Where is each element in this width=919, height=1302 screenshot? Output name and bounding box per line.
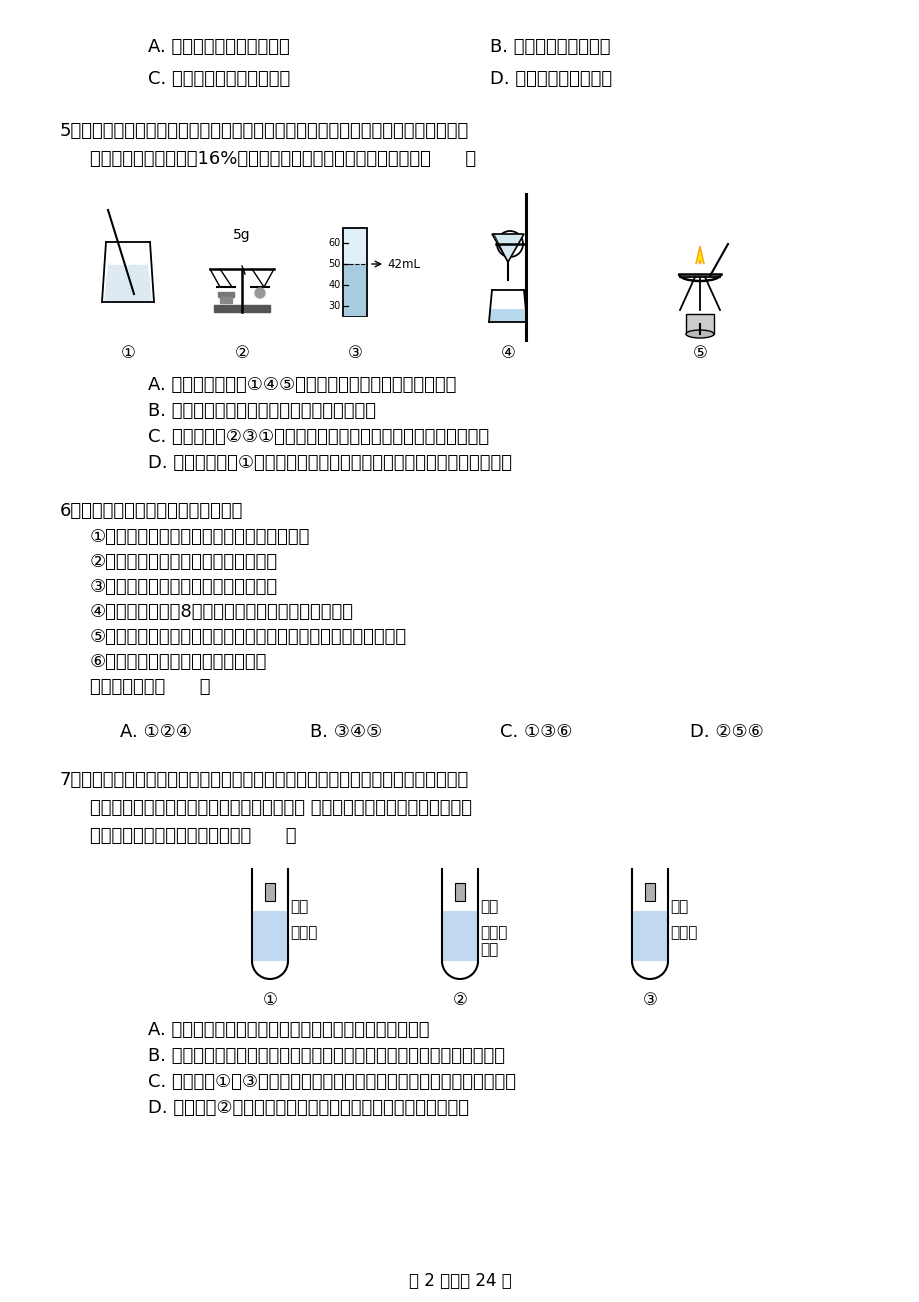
Text: ⑥纯净物一定是由同种分子构成的．: ⑥纯净物一定是由同种分子构成的． (90, 654, 267, 671)
Text: D. ②⑤⑥: D. ②⑤⑥ (689, 723, 763, 741)
Text: 稀盐酸: 稀盐酸 (669, 924, 697, 940)
Text: 42mL: 42mL (387, 258, 420, 271)
Text: 相同）。下列判断中，错误的是（      ）: 相同）。下列判断中，错误的是（ ） (90, 827, 296, 845)
Polygon shape (492, 234, 524, 262)
Text: 硝酸银
溶液: 硝酸银 溶液 (480, 924, 506, 957)
Text: 40: 40 (328, 280, 341, 290)
Text: 实验（其中金属均已打磨，且形状、大小相同 所用盐酸的溶质质量分数、用量也: 实验（其中金属均已打磨，且形状、大小相同 所用盐酸的溶质质量分数、用量也 (90, 799, 471, 816)
Text: ②: ② (234, 344, 249, 362)
Bar (490, 309, 526, 322)
Text: A. ①②④: A. ①②④ (119, 723, 192, 741)
Text: A. 逐步淘汰高耗水生产工艺: A. 逐步淘汰高耗水生产工艺 (148, 38, 289, 56)
Text: D. 加强对水资源的监测: D. 加强对水资源的监测 (490, 70, 611, 89)
Bar (343, 228, 367, 316)
Text: 稀盐酸: 稀盐酸 (289, 924, 317, 940)
Text: ①质子数相同的两种粒子一定属于同种元素；: ①质子数相同的两种粒子一定属于同种元素； (90, 529, 310, 546)
Polygon shape (696, 246, 703, 264)
Text: A. 通过上述三个实验，不能判断出四种金属的活动性顺序: A. 通过上述三个实验，不能判断出四种金属的活动性顺序 (148, 1021, 429, 1039)
Text: 第 2 页，共 24 页: 第 2 页，共 24 页 (408, 1272, 511, 1290)
Text: 6．某同学梳理并归纳了以下知识点：: 6．某同学梳理并归纳了以下知识点： (60, 503, 244, 519)
Text: 5．用如图操作可完成甲、乙两个实验．甲实验为粗盐中难溶性杂质的去除，乙实验为: 5．用如图操作可完成甲、乙两个实验．甲实验为粗盐中难溶性杂质的去除，乙实验为 (60, 122, 469, 141)
Text: ①: ① (120, 344, 135, 362)
Text: A. 甲实验的步骤是①④⑤，其中去除杂质的关键一步是蒸发: A. 甲实验的步骤是①④⑤，其中去除杂质的关键一步是蒸发 (148, 376, 456, 395)
Text: ③: ③ (347, 344, 362, 362)
Bar (686, 314, 713, 335)
Circle shape (255, 288, 265, 298)
Text: 50: 50 (328, 259, 341, 270)
Text: 7．某化学兴趣小组为探究铁、铜、锌、银的金属活动性顺序，设计了下图所示的三个: 7．某化学兴趣小组为探究铁、铜、锌、银的金属活动性顺序，设计了下图所示的三个 (60, 771, 469, 789)
Text: B. ③④⑤: B. ③④⑤ (310, 723, 381, 741)
Bar (344, 264, 366, 316)
Bar (443, 911, 476, 961)
Text: C. 通过实验①和③的反应剧烈程度，可以判断出铁和锌的金属活动性强弱: C. 通过实验①和③的反应剧烈程度，可以判断出铁和锌的金属活动性强弱 (148, 1073, 516, 1091)
Text: ②: ② (452, 991, 467, 1009)
Ellipse shape (686, 329, 713, 339)
Text: ③化学反应前后，元素种类一定不变；: ③化学反应前后，元素种类一定不变； (90, 578, 278, 596)
Bar (253, 911, 287, 961)
Bar (644, 883, 654, 901)
Text: ④最外层电子数为8的粒子不一定是稀有气体的原子；: ④最外层电子数为8的粒子不一定是稀有气体的原子； (90, 603, 354, 621)
Text: D. 通过实验②的反应现象，可以判断出铜和银的金属活动性强弱: D. 通过实验②的反应现象，可以判断出铜和银的金属活动性强弱 (148, 1099, 469, 1117)
Text: 铁片: 铁片 (289, 898, 308, 914)
Bar (218, 292, 233, 297)
Text: 配制溶质的质量分数为16%的氯化钠溶液．下列说法中，正确的是（      ）: 配制溶质的质量分数为16%的氯化钠溶液．下列说法中，正确的是（ ） (90, 150, 476, 168)
Bar (214, 305, 269, 312)
Text: ③: ③ (641, 991, 657, 1009)
Text: ②过氧化氢是由氢分子和氧分子构成；: ②过氧化氢是由氢分子和氧分子构成； (90, 553, 278, 572)
Text: 30: 30 (328, 301, 341, 311)
Text: ④: ④ (500, 344, 515, 362)
Text: B. 甲实验各步操作中的玻璃棒都是用来搅拌的: B. 甲实验各步操作中的玻璃棒都是用来搅拌的 (148, 402, 376, 421)
Text: ⑤: ⑤ (692, 344, 707, 362)
Text: 锌片: 锌片 (669, 898, 687, 914)
Text: 5g: 5g (233, 228, 251, 242)
Text: 60: 60 (328, 238, 341, 249)
Bar (632, 911, 666, 961)
Bar (265, 883, 275, 901)
Text: C. 生活污水集中处理后排放: C. 生活污水集中处理后排放 (148, 70, 289, 89)
Text: B. 农作物采用大水漫灌: B. 农作物采用大水漫灌 (490, 38, 610, 56)
Bar (220, 297, 232, 303)
Text: ①: ① (262, 991, 278, 1009)
Text: C. ①③⑥: C. ①③⑥ (499, 723, 572, 741)
Text: C. 乙实验按照②③①的步骤进行操作，会导致配制的溶液浓度偏小: C. 乙实验按照②③①的步骤进行操作，会导致配制的溶液浓度偏小 (148, 428, 489, 447)
Bar (455, 883, 464, 901)
Polygon shape (104, 264, 152, 302)
Text: 铜片: 铜片 (480, 898, 498, 914)
Polygon shape (698, 253, 701, 262)
Text: ⑤无论是吸入的空气还是呼出的气体中含量最多的气体都是氮气；: ⑤无论是吸入的空气还是呼出的气体中含量最多的气体都是氮气； (90, 628, 407, 646)
Text: 其中正确的是（      ）: 其中正确的是（ ） (90, 678, 210, 697)
Text: B. 若增加一个铜锌活动性比较的实验，则可判断出四种金属的活动性顺序: B. 若增加一个铜锌活动性比较的实验，则可判断出四种金属的活动性顺序 (148, 1047, 505, 1065)
Text: D. 乙实验中，若①所用烧杯刚刚用清水洗过，会导致配制的溶液浓度偏大: D. 乙实验中，若①所用烧杯刚刚用清水洗过，会导致配制的溶液浓度偏大 (148, 454, 512, 473)
